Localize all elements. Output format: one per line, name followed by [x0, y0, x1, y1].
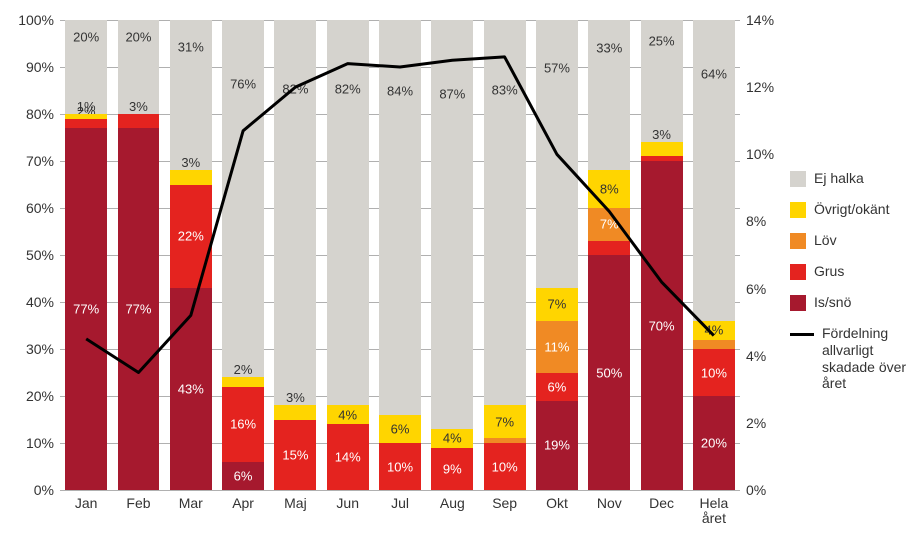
- x-axis-label: Sep: [479, 490, 531, 511]
- chart-container: 0% 10% 20% 30% 40% 50% 60% 70% 80% 90% 100% 0% 2% 4% 6…: [0, 0, 923, 554]
- y-left-tick-label: 0%: [12, 482, 54, 498]
- x-axis-label: Apr: [217, 490, 269, 511]
- y-left-tick-label: 80%: [12, 106, 54, 122]
- x-axis-label: Jan: [60, 490, 112, 511]
- x-axis-label: Jun: [322, 490, 374, 511]
- legend-item: Övrigt/okänt: [790, 201, 920, 218]
- y-right-tick-label: 14%: [746, 12, 788, 28]
- legend-swatch: [790, 233, 806, 249]
- legend-item: Fördelning allvarligt skadade över året: [790, 325, 920, 392]
- legend-swatch: [790, 264, 806, 280]
- y-left-tick-label: 40%: [12, 294, 54, 310]
- y-left-tick-label: 90%: [12, 59, 54, 75]
- legend-item: Ej halka: [790, 170, 920, 187]
- legend-label: Is/snö: [814, 294, 851, 311]
- y-right-tick-label: 2%: [746, 415, 788, 431]
- y-left-tick-label: 60%: [12, 200, 54, 216]
- legend-label: Fördelning allvarligt skadade över året: [822, 325, 920, 392]
- x-axis-label: Nov: [583, 490, 635, 511]
- legend: Ej halka Övrigt/okänt Löv Grus Is/snö Fördeln…: [790, 170, 920, 406]
- legend-label: Löv: [814, 232, 837, 249]
- y-left-tick-label: 10%: [12, 435, 54, 451]
- y-left-tick-label: 100%: [12, 12, 54, 28]
- y-left-tick-label: 30%: [12, 341, 54, 357]
- x-axis-label: Helaåret: [688, 490, 740, 527]
- y-right-tick-label: 12%: [746, 79, 788, 95]
- legend-line-swatch: [790, 333, 814, 336]
- y-right-tick-label: 0%: [746, 482, 788, 498]
- y-left-tick-label: 20%: [12, 388, 54, 404]
- y-right-tick-label: 10%: [746, 146, 788, 162]
- legend-item: Löv: [790, 232, 920, 249]
- legend-swatch: [790, 295, 806, 311]
- y-right-tick-label: 4%: [746, 348, 788, 364]
- y-left-tick-label: 70%: [12, 153, 54, 169]
- legend-swatch: [790, 202, 806, 218]
- legend-label: Grus: [814, 263, 844, 280]
- legend-label: Övrigt/okänt: [814, 201, 889, 218]
- x-axis-label: Jul: [374, 490, 426, 511]
- x-axis-label: Aug: [426, 490, 478, 511]
- y-left-tick-label: 50%: [12, 247, 54, 263]
- y-right-tick-label: 8%: [746, 213, 788, 229]
- legend-item: Is/snö: [790, 294, 920, 311]
- legend-swatch: [790, 171, 806, 187]
- x-axis-label: Feb: [112, 490, 164, 511]
- x-axis-label: Dec: [635, 490, 687, 511]
- legend-label: Ej halka: [814, 170, 864, 187]
- legend-item: Grus: [790, 263, 920, 280]
- x-axis-label: Mar: [165, 490, 217, 511]
- y-right-tick-label: 6%: [746, 281, 788, 297]
- line-overlay: [60, 20, 740, 490]
- x-axis-label: Okt: [531, 490, 583, 511]
- x-axis-label: Maj: [269, 490, 321, 511]
- plot-area: 0%10%20%30%40%50%60%70%80%90%100%0%2%4%6…: [60, 20, 740, 490]
- trend-line: [86, 57, 714, 373]
